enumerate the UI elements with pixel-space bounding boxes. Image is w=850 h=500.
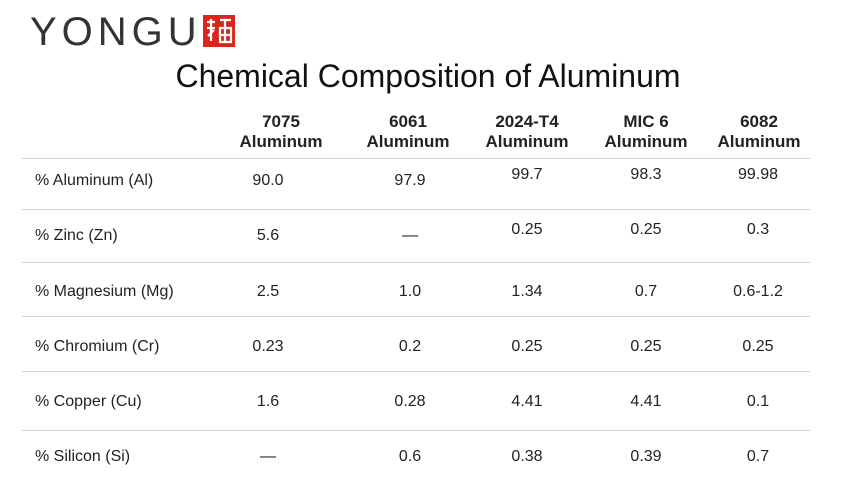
row-divider bbox=[22, 158, 810, 159]
cell-value: 0.1 bbox=[746, 393, 770, 410]
cell-value: 0.25 bbox=[742, 338, 774, 355]
cell-value: 1.34 bbox=[511, 283, 543, 300]
cell-value: 5.6 bbox=[256, 227, 280, 244]
cell-value: 0.28 bbox=[394, 393, 426, 410]
column-header: 2024-T4 bbox=[495, 112, 559, 131]
logo-seal bbox=[203, 15, 235, 47]
row-label: % Chromium (Cr) bbox=[35, 338, 160, 355]
row-divider bbox=[22, 430, 810, 431]
cell-value: 0.25 bbox=[511, 221, 543, 238]
cell-value: 1.0 bbox=[398, 283, 422, 300]
cell-value: 0.25 bbox=[511, 338, 543, 355]
column-header: Aluminum bbox=[717, 132, 801, 151]
cell-value: 97.9 bbox=[394, 172, 426, 189]
cell-value: 90.0 bbox=[252, 172, 284, 189]
column-header: MIC 6 bbox=[623, 112, 669, 131]
cell-value: 99.7 bbox=[511, 166, 543, 183]
column-header: Aluminum bbox=[485, 132, 569, 151]
cell-value: — bbox=[402, 227, 418, 244]
column-header: Aluminum bbox=[366, 132, 450, 151]
cell-value: 4.41 bbox=[630, 393, 662, 410]
cell-value: 0.39 bbox=[630, 448, 662, 465]
column-header: Aluminum bbox=[604, 132, 688, 151]
row-divider bbox=[22, 371, 810, 372]
row-label: % Zinc (Zn) bbox=[35, 227, 118, 244]
cell-value: 98.3 bbox=[630, 166, 662, 183]
cell-value: 0.25 bbox=[630, 221, 662, 238]
logo: YONGU bbox=[30, 10, 202, 54]
cell-value: 0.38 bbox=[511, 448, 543, 465]
cell-value: 0.7 bbox=[634, 283, 658, 300]
cell-value: 1.6 bbox=[256, 393, 280, 410]
cell-value: 0.2 bbox=[398, 338, 422, 355]
row-divider bbox=[22, 316, 810, 317]
title: Chemical Composition of Aluminum bbox=[175, 58, 681, 94]
cell-value: — bbox=[260, 448, 276, 465]
cell-value: 2.5 bbox=[256, 283, 280, 300]
column-header: 6061 bbox=[389, 112, 427, 131]
row-label: % Magnesium (Mg) bbox=[35, 283, 174, 300]
row-label: % Silicon (Si) bbox=[35, 448, 131, 465]
row-divider bbox=[22, 209, 810, 210]
column-header: 7075 bbox=[262, 112, 300, 131]
cell-value: 0.23 bbox=[252, 338, 284, 355]
column-header: 6082 bbox=[740, 112, 778, 131]
cell-value: 0.3 bbox=[746, 221, 770, 238]
row-divider bbox=[22, 262, 810, 263]
cell-value: 99.98 bbox=[737, 166, 779, 183]
cell-value: 0.6 bbox=[398, 448, 422, 465]
cell-value: 0.6-1.2 bbox=[733, 283, 783, 300]
column-header: Aluminum bbox=[239, 132, 323, 151]
row-label: % Copper (Cu) bbox=[35, 393, 142, 410]
row-label: % Aluminum (Al) bbox=[35, 172, 154, 189]
cell-value: 0.25 bbox=[630, 338, 662, 355]
cell-value: 0.7 bbox=[746, 448, 770, 465]
cell-value: 4.41 bbox=[511, 393, 543, 410]
